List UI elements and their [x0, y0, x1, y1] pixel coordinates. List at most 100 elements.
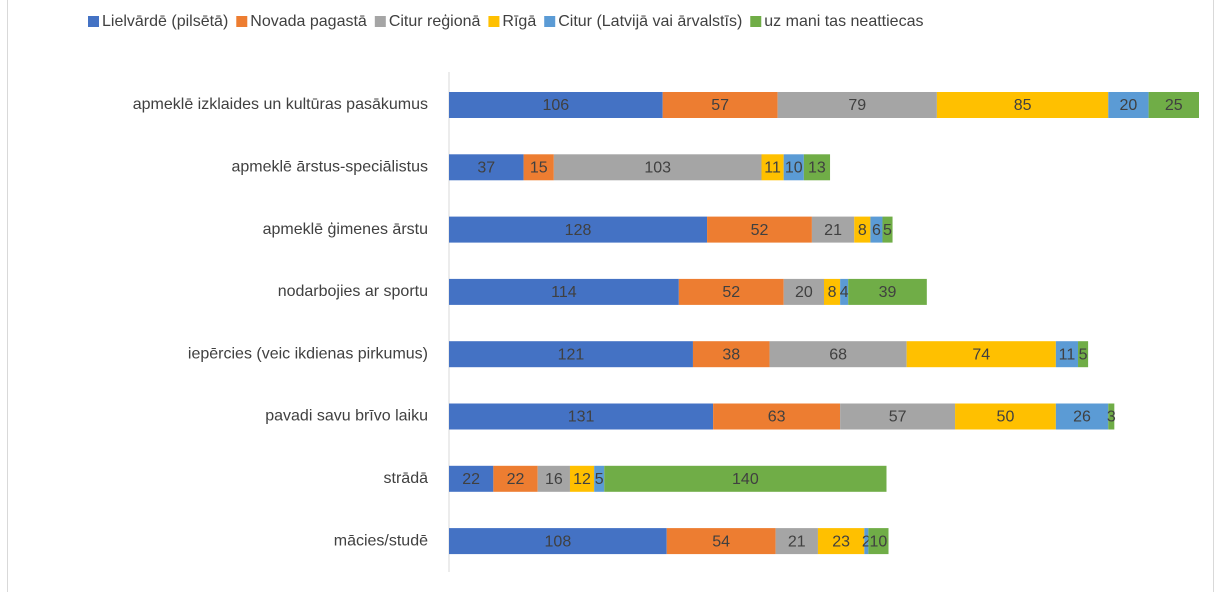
data-label: 10 — [785, 160, 803, 177]
data-label: 103 — [644, 160, 671, 177]
y-tick-label: mācies/studē — [334, 532, 428, 549]
y-tick-label: strādā — [384, 470, 429, 487]
bar-segment — [783, 278, 824, 305]
bar-segment — [936, 92, 1109, 118]
bar-segment — [824, 278, 841, 305]
legend-swatch — [488, 16, 500, 27]
data-label: 5 — [883, 222, 892, 239]
data-label: 52 — [722, 284, 740, 301]
data-label: 79 — [848, 97, 866, 114]
bar-segment — [449, 216, 708, 243]
bar-segment — [811, 216, 855, 243]
data-label: 38 — [722, 346, 740, 363]
data-label: 21 — [788, 533, 806, 550]
data-label: 131 — [568, 409, 595, 426]
data-label: 121 — [558, 346, 585, 363]
legend-swatch — [750, 16, 762, 27]
legend-label: Novada pagastā — [250, 13, 367, 30]
bar-segment — [707, 216, 812, 243]
legend-swatch — [236, 16, 248, 27]
legend-label: uz mani tas neattiecas — [764, 13, 923, 30]
y-tick-label: pavadi savu brīvo laiku — [265, 408, 428, 425]
data-label: 20 — [1120, 97, 1138, 114]
bar-segment — [1108, 92, 1149, 118]
data-label: 11 — [764, 160, 781, 177]
legend-label: Lielvārdē (pilsētā) — [102, 13, 228, 30]
bar-segment — [662, 92, 778, 118]
bar-segment — [775, 528, 818, 555]
bar-segment — [449, 465, 494, 492]
bar-segment — [449, 278, 679, 305]
data-label: 5 — [595, 471, 604, 488]
chart-frame — [7, 0, 1214, 597]
bar-segment — [449, 528, 667, 555]
bar-segment — [594, 465, 605, 492]
data-label: 140 — [732, 471, 759, 488]
data-label: 50 — [997, 409, 1015, 426]
bar-segment — [553, 154, 762, 181]
data-label: 5 — [1079, 346, 1088, 363]
data-label: 52 — [751, 222, 769, 239]
data-label: 57 — [711, 97, 729, 114]
bar-segment — [449, 154, 524, 181]
bar-segment — [1108, 403, 1115, 430]
bar-segment — [777, 92, 937, 118]
y-tick-label: apmeklē izklaides un kultūras pasākumus — [133, 96, 428, 113]
data-label: 39 — [879, 284, 897, 301]
data-label: 106 — [543, 97, 570, 114]
bar-segment — [713, 403, 841, 430]
bar-segment — [1148, 92, 1199, 118]
bar-segment — [678, 278, 784, 305]
data-label: 8 — [828, 284, 837, 301]
bar-segment — [692, 341, 770, 368]
data-label: 128 — [565, 222, 592, 239]
bar-segment — [882, 216, 893, 243]
data-label: 11 — [1059, 346, 1076, 363]
data-label: 54 — [712, 533, 730, 550]
legend-label: Citur reģionā — [389, 12, 481, 30]
bar-segment — [1055, 403, 1109, 430]
bar-segment — [761, 154, 784, 181]
bar-segment — [840, 278, 849, 305]
bar-segment — [840, 403, 956, 430]
data-label: 37 — [477, 160, 495, 177]
data-label: 2 — [862, 533, 871, 550]
bar-segment — [666, 528, 776, 555]
bar-segment — [1078, 341, 1089, 368]
data-label: 114 — [551, 284, 577, 301]
bar-segment — [449, 341, 693, 368]
data-label: 13 — [808, 160, 826, 177]
data-label: 4 — [840, 284, 849, 301]
bar-segment — [817, 528, 865, 555]
data-label: 68 — [829, 346, 847, 363]
bar-segment — [955, 403, 1056, 430]
bar-segment — [803, 154, 831, 181]
bar-segment — [493, 465, 538, 492]
data-label: 74 — [972, 346, 990, 363]
data-label: 22 — [462, 471, 480, 488]
data-label: 8 — [858, 222, 867, 239]
data-label: 108 — [545, 533, 572, 550]
data-label: 23 — [832, 533, 850, 550]
bar-segment — [449, 92, 663, 118]
bar-segment — [569, 465, 595, 492]
data-label: 12 — [573, 471, 591, 488]
bar-segment — [1055, 341, 1079, 368]
y-tick-label: iepērcies (veic ikdienas pirkumus) — [188, 345, 428, 362]
data-label: 10 — [870, 533, 888, 550]
y-tick-label: apmeklē ārstus-speciālistus — [231, 159, 428, 176]
bar-segment — [906, 341, 1056, 368]
bar-segment — [449, 403, 714, 430]
bar-segment — [848, 278, 927, 305]
legend-swatch — [88, 16, 99, 27]
data-label: 21 — [824, 222, 842, 239]
bar-segment — [854, 216, 871, 243]
legend-swatch — [374, 16, 386, 27]
data-label: 22 — [507, 471, 525, 488]
bar-segment — [604, 465, 887, 492]
legend-label: Rīgā — [502, 13, 536, 30]
data-label: 63 — [768, 409, 786, 426]
data-label: 6 — [872, 222, 881, 239]
data-label: 15 — [530, 160, 548, 177]
